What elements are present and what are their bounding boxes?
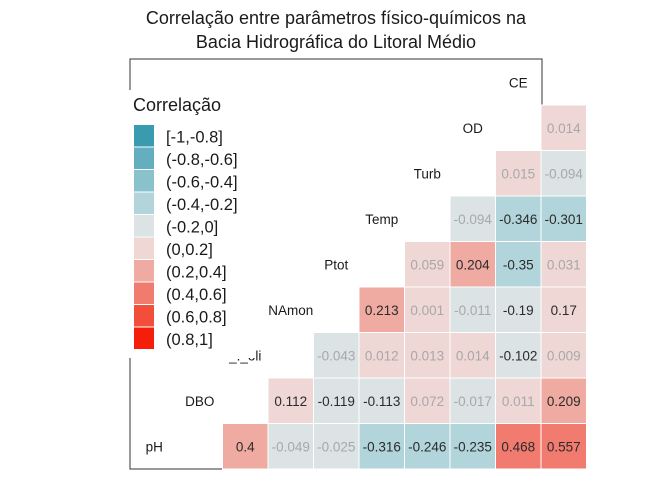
cell-value-label: 0.209 xyxy=(547,394,581,409)
cell-value-label: 0.17 xyxy=(551,303,577,318)
variable-label: Turb xyxy=(414,166,441,181)
variable-label: DBO xyxy=(185,394,214,409)
cell-value-label: -0.235 xyxy=(454,439,492,454)
cell-value-label: 0.468 xyxy=(501,439,535,454)
legend-label: (0.6,0.8] xyxy=(166,308,227,326)
legend-key xyxy=(134,147,154,169)
cell-value-label: 0.4 xyxy=(236,439,255,454)
cell-value-label: 0.557 xyxy=(547,439,581,454)
heatmap-cell xyxy=(495,241,542,288)
heatmap-cell xyxy=(404,241,451,288)
legend-label: [-1,-0.8] xyxy=(166,128,223,146)
chart-title-line-2: Bacia Hidrográfica do Litoral Médio xyxy=(196,32,476,52)
cell-value-label: -0.113 xyxy=(363,394,400,409)
cell-value-label: -0.011 xyxy=(454,303,491,318)
legend-key xyxy=(134,125,154,147)
variable-label: Ptot xyxy=(324,257,348,272)
heatmap-cell xyxy=(313,377,360,424)
legend: Correlação [-1,-0.8] (-0.8,-0.6] (-0.6,-0.… xyxy=(128,90,256,358)
cell-value-label: 0.213 xyxy=(365,303,399,318)
heatmap-cell xyxy=(540,423,587,470)
legend-key xyxy=(134,237,154,259)
legend-key xyxy=(134,170,154,192)
heatmap-cell xyxy=(358,423,405,470)
legend-key xyxy=(134,305,154,327)
cell-value-label: 0.112 xyxy=(274,394,307,409)
legend-label: (-0.2,0] xyxy=(166,218,218,236)
cell-value-label: -0.025 xyxy=(317,439,355,454)
legend-key xyxy=(134,192,154,214)
cell-value-label: -0.346 xyxy=(499,212,537,227)
heatmap-cell xyxy=(540,241,587,288)
cell-value-label: 0.059 xyxy=(410,257,444,272)
legend-key xyxy=(134,260,154,282)
cell-value-label: 0.014 xyxy=(456,348,490,363)
cell-value-label: -0.301 xyxy=(545,212,583,227)
heatmap-cell xyxy=(495,195,542,242)
variable-label: CE xyxy=(509,75,528,90)
cell-value-label: 0.031 xyxy=(547,257,581,272)
legend-title: Correlação xyxy=(133,95,221,115)
cell-value-label: 0.011 xyxy=(502,394,535,409)
heatmap-cell xyxy=(358,286,405,333)
heatmap-cell xyxy=(495,423,542,470)
variable-label: pH xyxy=(146,439,163,454)
cell-value-label: -0.19 xyxy=(503,303,534,318)
heatmap-cell xyxy=(267,377,314,424)
heatmap-cell xyxy=(540,104,587,151)
cell-value-label: 0.001 xyxy=(410,303,444,318)
legend-label: (0.2,0.4] xyxy=(166,263,227,281)
heatmap-cell xyxy=(358,377,405,424)
heatmap-cell xyxy=(404,423,451,470)
cell-value-label: 0.012 xyxy=(365,348,399,363)
cell-value-label: -0.119 xyxy=(318,394,355,409)
legend-key xyxy=(134,327,154,349)
cell-value-label: 0.204 xyxy=(456,257,490,272)
heatmap-cell xyxy=(267,423,314,470)
heatmap-cell xyxy=(449,241,496,288)
legend-label: (0,0.2] xyxy=(166,241,213,259)
cell-value-label: 0.015 xyxy=(501,166,535,181)
heatmap-cell xyxy=(404,332,451,379)
heatmap-cell xyxy=(495,377,542,424)
legend-label: (-0.6,-0.4] xyxy=(166,173,238,191)
legend-label: (-0.8,-0.6] xyxy=(166,151,238,169)
cell-value-label: 0.014 xyxy=(547,121,581,136)
cell-value-label: 0.009 xyxy=(547,348,581,363)
variable-label: Temp xyxy=(365,212,398,227)
legend-key xyxy=(134,215,154,237)
heatmap-cell xyxy=(404,377,451,424)
legend-label: (-0.4,-0.2] xyxy=(166,196,238,214)
cell-value-label: -0.049 xyxy=(272,439,310,454)
heatmap-cell xyxy=(222,423,269,470)
cell-value-label: -0.246 xyxy=(408,439,446,454)
cell-value-label: -0.35 xyxy=(503,257,534,272)
heatmap-cell xyxy=(540,195,587,242)
variable-label: OD xyxy=(463,121,484,136)
cell-value-label: -0.102 xyxy=(499,348,537,363)
legend-label: (0.8,1] xyxy=(166,331,213,349)
cell-value-label: -0.017 xyxy=(454,394,492,409)
heatmap-cell xyxy=(449,423,496,470)
cell-value-label: -0.094 xyxy=(545,166,584,181)
chart-title-line-1: Correlação entre parâmetros físico-quími… xyxy=(146,8,527,28)
heatmap-cells: 0.4 -0.049 -0.025 -0.316 -0.246 -0.235 0.468 0.… xyxy=(222,104,587,470)
cell-value-label: -0.316 xyxy=(363,439,401,454)
heatmap-cell xyxy=(449,332,496,379)
legend-label: (0.4,0.6] xyxy=(166,286,227,304)
legend-key xyxy=(134,282,154,304)
heatmap-cell xyxy=(449,195,496,242)
variable-label: NAmon xyxy=(268,303,313,318)
heatmap-cell xyxy=(449,377,496,424)
cell-value-label: -0.043 xyxy=(317,348,355,363)
heatmap-cell xyxy=(540,377,587,424)
cell-value-label: 0.072 xyxy=(410,394,444,409)
heatmap-cell xyxy=(313,332,360,379)
cell-value-label: 0.013 xyxy=(410,348,444,363)
cell-value-label: -0.094 xyxy=(454,212,493,227)
